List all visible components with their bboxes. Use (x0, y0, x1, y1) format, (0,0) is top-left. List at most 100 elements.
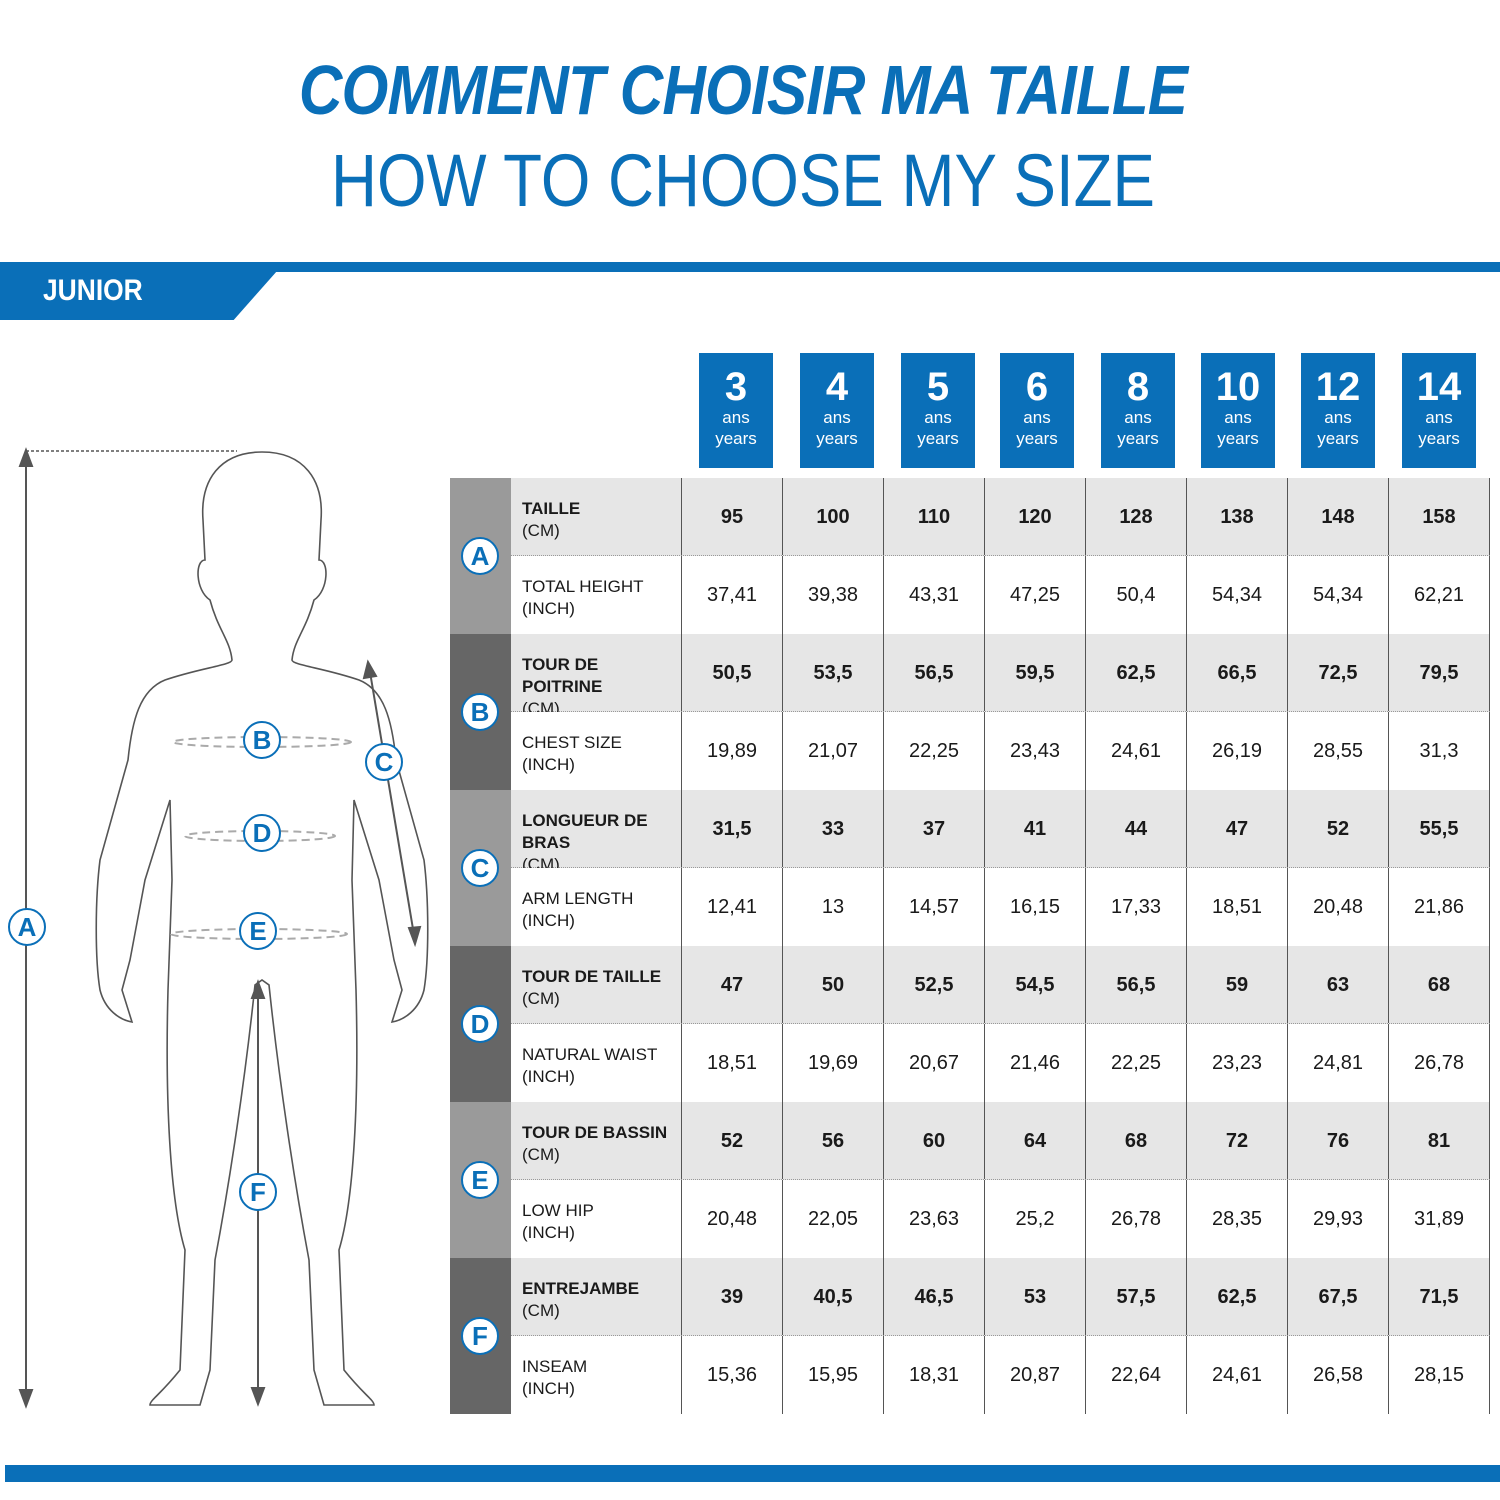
size-table: A TAILLE (CM) 95 100 110 120 128 138 148 158 TOT… (450, 478, 1490, 1414)
age-years: years (1117, 429, 1159, 448)
table-cell: 24,81 (1288, 1024, 1389, 1102)
table-cell: 62,5 (1187, 1258, 1288, 1335)
table-cell: 12,41 (682, 868, 783, 946)
age-header-10: 10 ans years (1201, 353, 1275, 468)
table-cell: 68 (1389, 946, 1490, 1023)
age-ans: ans (1124, 408, 1152, 427)
table-cell: 81 (1389, 1102, 1490, 1179)
row-label-name: CHEST SIZE (522, 733, 622, 752)
group-b: B TOUR DE POITRINE (CM) 50,5 53,5 56,5 59,5 6… (450, 634, 1490, 790)
age-number: 8 (1126, 365, 1150, 409)
age-ans: ans (924, 408, 952, 427)
row-label: LOW HIP (INCH) (511, 1180, 682, 1258)
age-years: years (1016, 429, 1058, 448)
row-label-name: LONGUEUR DE BRAS (522, 811, 648, 852)
table-cell: 14,57 (884, 868, 985, 946)
table-cell: 76 (1288, 1102, 1389, 1179)
table-cell: 26,58 (1288, 1336, 1389, 1414)
table-row: CHEST SIZE (INCH) 19,89 21,07 22,25 23,43 24,… (511, 712, 1490, 790)
table-cell: 33 (783, 790, 884, 867)
group-letter-cell: A (450, 478, 511, 634)
table-row: LONGUEUR DE BRAS (CM) 31,5 33 37 41 44 47 52 55,… (511, 790, 1490, 874)
table-cell: 21,07 (783, 712, 884, 790)
age-number: 5 (926, 365, 950, 409)
table-cell: 21,86 (1389, 868, 1490, 946)
table-row: TAILLE (CM) 95 100 110 120 128 138 148 158 (511, 478, 1490, 556)
table-cell: 13 (783, 868, 884, 946)
age-header-4: 4 ans years (800, 353, 874, 468)
row-label: CHEST SIZE (INCH) (511, 712, 682, 790)
row-label-name: TOUR DE BASSIN (522, 1123, 668, 1142)
table-cell: 37,41 (682, 556, 783, 634)
group-marker: F (461, 1317, 499, 1355)
table-cell: 56,5 (1086, 946, 1187, 1023)
footer-bar (5, 1465, 1500, 1482)
group-letter-cell: E (450, 1102, 511, 1258)
table-cell: 29,93 (1288, 1180, 1389, 1258)
table-cell: 138 (1187, 478, 1288, 555)
table-cell: 100 (783, 478, 884, 555)
title-english: HOW TO CHOOSE MY SIZE (331, 139, 1155, 222)
age-ans: ans (1324, 408, 1352, 427)
group-letter-cell: D (450, 946, 511, 1102)
row-label: ENTREJAMBE (CM) (511, 1258, 682, 1335)
table-cell: 54,34 (1288, 556, 1389, 634)
table-cell: 21,46 (985, 1024, 1086, 1102)
group-marker: D (461, 1005, 499, 1043)
row-label: LONGUEUR DE BRAS (CM) (511, 790, 682, 874)
table-cell: 62,5 (1086, 634, 1187, 711)
table-cell: 28,55 (1288, 712, 1389, 790)
table-cell: 62,21 (1389, 556, 1490, 634)
table-cell: 22,05 (783, 1180, 884, 1258)
row-label-name: TOUR DE TAILLE (522, 967, 662, 986)
table-cell: 47 (1187, 790, 1288, 867)
age-years: years (917, 429, 959, 448)
row-label-unit: (CM) (522, 989, 560, 1008)
row-label-unit: (INCH) (522, 599, 575, 618)
row-label-name: TAILLE (522, 499, 581, 518)
row-label-name: TOTAL HEIGHT (522, 577, 644, 596)
group-e: E TOUR DE BASSIN (CM) 52 56 60 64 68 72 76 81 LO… (450, 1102, 1490, 1258)
table-cell: 57,5 (1086, 1258, 1187, 1335)
table-cell: 22,25 (1086, 1024, 1187, 1102)
table-cell: 59,5 (985, 634, 1086, 711)
table-cell: 56,5 (884, 634, 985, 711)
row-label-unit: (CM) (522, 521, 560, 540)
table-cell: 31,89 (1389, 1180, 1490, 1258)
svg-text:B: B (253, 725, 272, 755)
group-marker: A (461, 537, 499, 575)
marker-f: F (239, 1173, 277, 1211)
group-a: A TAILLE (CM) 95 100 110 120 128 138 148 158 TOT… (450, 478, 1490, 634)
table-cell: 39,38 (783, 556, 884, 634)
age-header-8: 8 ans years (1101, 353, 1175, 468)
row-label: TOUR DE TAILLE (CM) (511, 946, 682, 1023)
table-cell: 79,5 (1389, 634, 1490, 711)
table-cell: 16,15 (985, 868, 1086, 946)
row-label-name: LOW HIP (522, 1201, 594, 1220)
age-number: 10 (1215, 365, 1261, 409)
table-cell: 56 (783, 1102, 884, 1179)
table-row: TOUR DE POITRINE (CM) 50,5 53,5 56,5 59,5 62,… (511, 634, 1490, 718)
table-cell: 60 (884, 1102, 985, 1179)
table-cell: 63 (1288, 946, 1389, 1023)
table-cell: 20,48 (1288, 868, 1389, 946)
table-cell: 52,5 (884, 946, 985, 1023)
row-label: TAILLE (CM) (511, 478, 682, 555)
table-cell: 22,25 (884, 712, 985, 790)
table-cell: 18,51 (1187, 868, 1288, 946)
table-cell: 19,69 (783, 1024, 884, 1102)
group-marker: E (461, 1161, 499, 1199)
age-years: years (1217, 429, 1259, 448)
table-cell: 120 (985, 478, 1086, 555)
table-cell: 71,5 (1389, 1258, 1490, 1335)
table-cell: 26,78 (1389, 1024, 1490, 1102)
group-c: C LONGUEUR DE BRAS (CM) 31,5 33 37 41 44 47 52 5… (450, 790, 1490, 946)
table-cell: 66,5 (1187, 634, 1288, 711)
table-cell: 15,36 (682, 1336, 783, 1414)
marker-b: B (243, 721, 281, 759)
header-bar (0, 262, 1500, 272)
table-cell: 20,48 (682, 1180, 783, 1258)
table-cell: 20,87 (985, 1336, 1086, 1414)
table-cell: 50,4 (1086, 556, 1187, 634)
table-cell: 28,15 (1389, 1336, 1490, 1414)
